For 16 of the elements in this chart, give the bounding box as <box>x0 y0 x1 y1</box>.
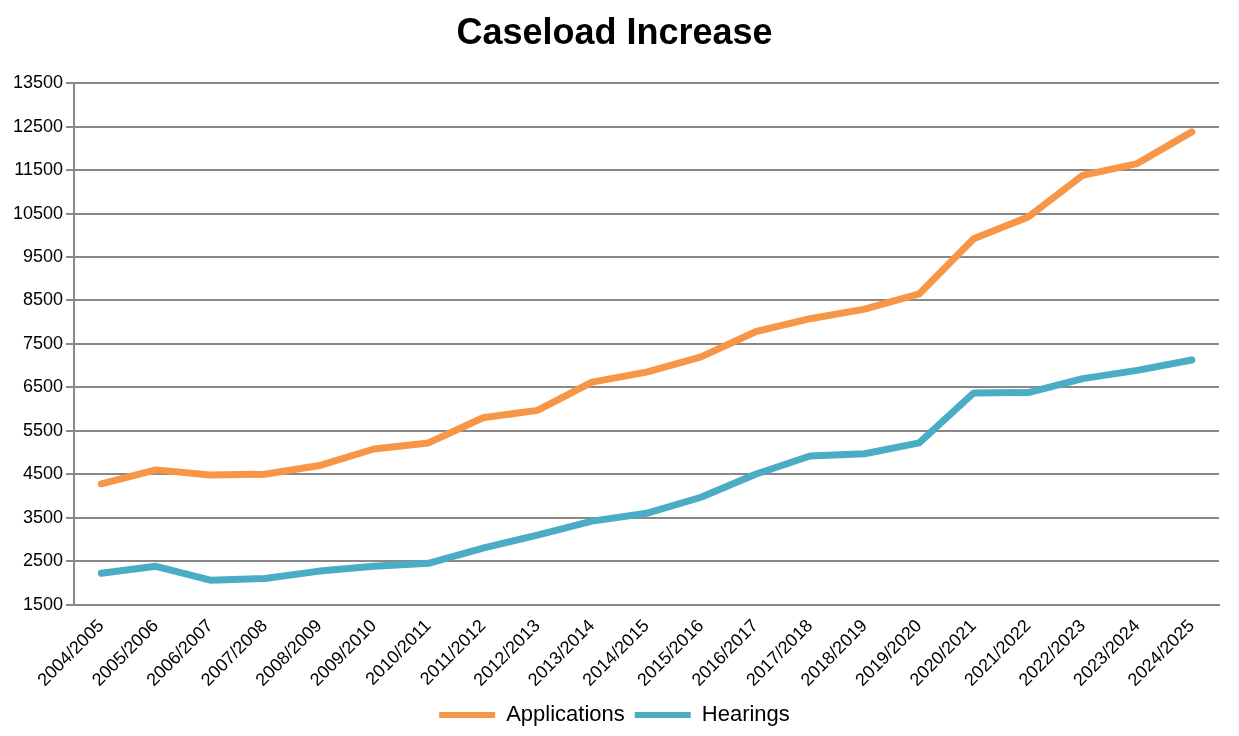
y-tick-label: 10500 <box>12 202 64 223</box>
y-tick-label: 4500 <box>23 463 64 484</box>
y-tick-label: 3500 <box>23 506 64 527</box>
y-tick-label: 12500 <box>12 115 64 136</box>
y-tick-label: 11500 <box>14 159 64 180</box>
y-tick-label: 9500 <box>23 245 64 266</box>
y-tick-label: 8500 <box>23 289 64 310</box>
y-tick-label: 2500 <box>23 550 64 571</box>
chart-title: Caseload Increase <box>456 10 773 52</box>
y-tick-label: 1500 <box>23 593 64 614</box>
legend-label: Hearings <box>701 701 790 727</box>
legend-label: Applications <box>506 701 625 727</box>
y-tick-label: 5500 <box>23 419 64 440</box>
y-tick-label: 6500 <box>23 376 64 397</box>
y-tick-label: 7500 <box>23 332 64 353</box>
y-tick-label: 13500 <box>12 72 64 93</box>
